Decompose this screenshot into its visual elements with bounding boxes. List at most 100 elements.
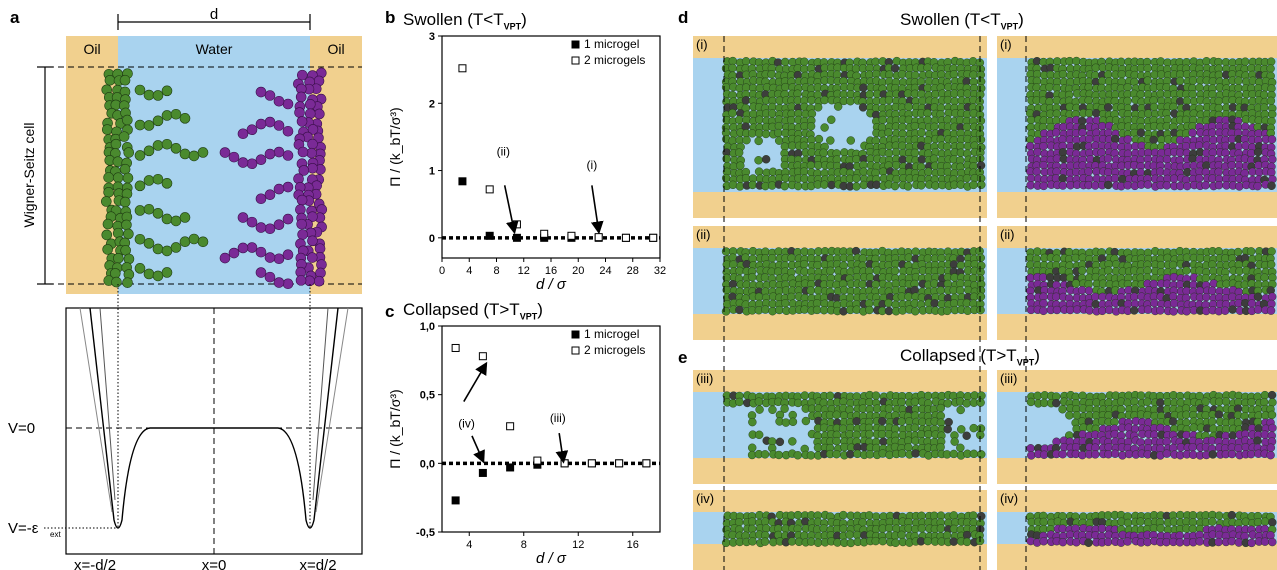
purple-bead (1267, 135, 1277, 144)
green-bead (872, 180, 881, 189)
green-bead (1156, 57, 1165, 66)
purple-monomer (282, 98, 294, 110)
purple-monomer (264, 252, 276, 263)
green-bead (1103, 103, 1113, 112)
point-2-microgels (560, 459, 569, 468)
green-bead (930, 279, 939, 288)
purple-monomer (307, 138, 318, 150)
green-bead (760, 450, 770, 459)
green-bead (878, 449, 887, 458)
green-bead (754, 136, 763, 146)
green-bead (748, 443, 757, 452)
purple-monomer (228, 247, 240, 259)
x-tick-label: 16 (545, 265, 557, 277)
purple-bead (1227, 449, 1237, 459)
green-bead (825, 391, 835, 401)
green-bead (871, 280, 880, 289)
green-monomer (119, 163, 131, 175)
green-monomer (197, 236, 209, 248)
purple-monomer (273, 277, 285, 288)
green-monomer (179, 236, 191, 248)
green-bead (1266, 96, 1276, 106)
green-bead (944, 417, 953, 427)
veps-sub: ext (50, 530, 61, 539)
green-monomer (119, 74, 131, 86)
green-bead (937, 253, 946, 263)
purple-monomer (307, 235, 318, 247)
snapshot-label: (iii) (696, 371, 714, 386)
green-monomer (143, 238, 155, 249)
green-bead (845, 530, 854, 539)
green-bead (832, 449, 841, 459)
purple-bead (1220, 306, 1230, 315)
purple-bead (1169, 299, 1179, 308)
green-bead (1084, 108, 1094, 118)
purple-bead (1085, 306, 1094, 315)
green-bead (865, 429, 874, 439)
purple-monomer (273, 219, 285, 231)
green-bead (949, 449, 959, 459)
purple-bead (1130, 306, 1139, 315)
x-tick-label: 28 (627, 265, 639, 277)
purple-bead (1118, 175, 1127, 184)
green-monomer (134, 263, 146, 274)
green-monomer (161, 110, 173, 121)
green-bead (943, 115, 952, 124)
green-monomer (152, 243, 164, 255)
purple-monomer (298, 165, 310, 176)
green-monomer (104, 75, 116, 86)
green-bead (780, 57, 790, 67)
purple-monomer (264, 271, 276, 283)
green-bead (877, 429, 887, 439)
green-bead (1071, 279, 1081, 288)
purple-bead (1268, 155, 1277, 164)
green-bead (755, 84, 765, 93)
green-bead (1130, 397, 1139, 406)
green-bead (721, 247, 731, 256)
x-tick-label: 32 (654, 265, 666, 277)
purple-monomer (237, 128, 249, 140)
purple-bead (1253, 436, 1262, 445)
green-bead (1163, 90, 1172, 99)
panel-c-letter: c (385, 302, 395, 321)
green-bead (807, 95, 816, 105)
green-bead (1267, 247, 1276, 256)
point-2-microgels (621, 233, 630, 242)
green-bead (761, 305, 770, 314)
purple-bead (1026, 273, 1035, 282)
green-bead (806, 122, 816, 131)
green-monomer (119, 196, 131, 208)
purple-bead (1162, 181, 1172, 190)
green-bead (735, 397, 744, 407)
green-monomer (152, 270, 164, 282)
green-bead (871, 57, 880, 66)
purple-monomer (295, 91, 307, 103)
arrow-i (590, 185, 604, 235)
green-bead (755, 115, 764, 124)
green-bead (722, 285, 731, 295)
plot-frame (441, 325, 661, 533)
purple-bead (1253, 147, 1263, 157)
purple-monomer (246, 242, 258, 253)
green-bead (1071, 253, 1080, 263)
oil-right-label: Oil (327, 41, 344, 57)
green-bead (865, 511, 874, 520)
green-bead (865, 90, 874, 99)
green-bead (904, 102, 913, 111)
green-bead (827, 115, 836, 124)
green-bead (774, 136, 784, 145)
green-bead (897, 530, 906, 540)
x-mid-label: x=0 (202, 557, 227, 570)
green-bead (1136, 517, 1145, 526)
green-monomer (161, 245, 173, 257)
purple-bead (1104, 168, 1113, 177)
green-bead (721, 538, 731, 547)
x-tick-label: 0 (439, 265, 445, 277)
green-bead (1221, 397, 1231, 406)
green-bead (1188, 524, 1198, 534)
panel-b-title: Swollen (T<TVPT) (403, 10, 527, 32)
point-2-microgels (478, 352, 487, 361)
green-bead (911, 449, 920, 458)
green-bead (917, 181, 926, 190)
purple-monomer (237, 212, 249, 223)
